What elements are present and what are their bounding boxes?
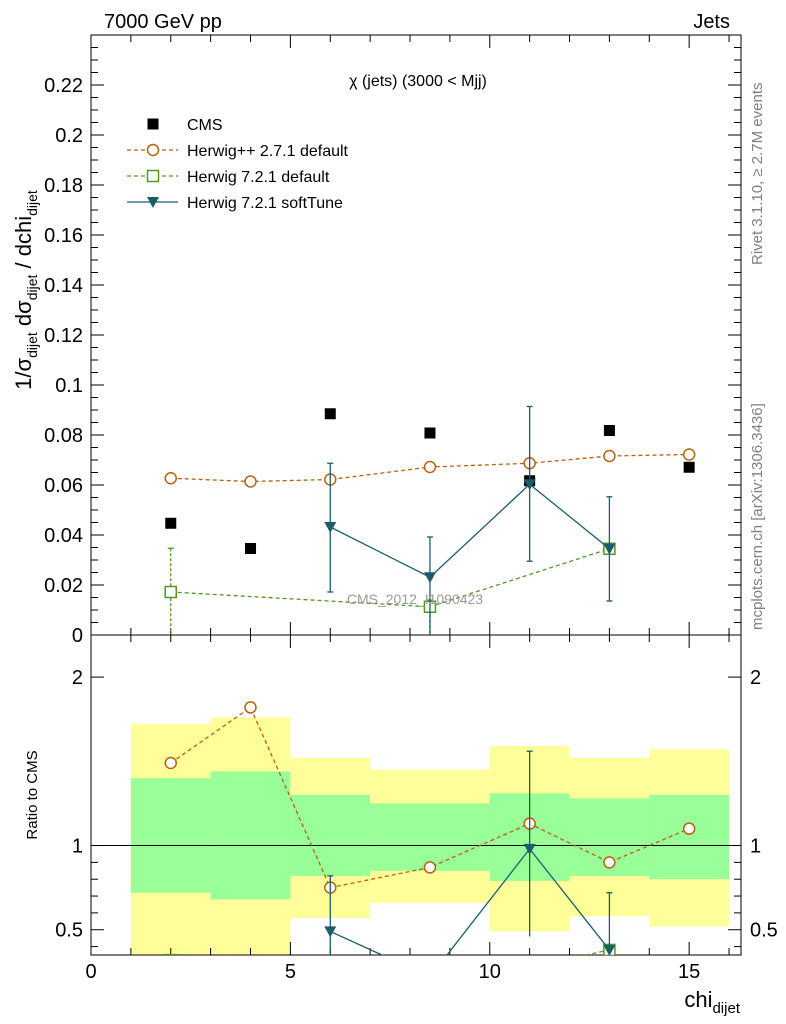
y-tick-label: 0.04 — [44, 525, 83, 547]
ratio-band-green-1 — [210, 771, 291, 900]
data-point-herwig-7-2-1-default — [164, 585, 178, 599]
legend-label-herwig-7-2-1-default: Herwig 7.2.1 default — [187, 169, 330, 186]
ratio-y-tick-label-right: 2 — [750, 667, 761, 689]
ratio-point-herwig-7-2-1-softtune — [603, 944, 616, 955]
x-axis-label-sub: dijet — [712, 1000, 740, 1017]
data-point-herwig-7-2-1-softtune — [523, 479, 536, 491]
ratio-band-green-2 — [290, 795, 371, 876]
y-tick-label: 0 — [72, 625, 83, 647]
watermark: CMS_2012_I1090423 — [347, 591, 483, 607]
data-point-herwig-2-7-1-default — [603, 449, 616, 463]
ratio-y-tick-label: 2 — [72, 667, 83, 689]
ratio-y-tick-label-right: 0.5 — [750, 920, 778, 942]
ratio-bands — [130, 717, 730, 955]
ratio-series — [164, 701, 696, 994]
y-tick-label: 0.12 — [44, 325, 83, 347]
legend-marker-cms — [147, 118, 159, 130]
ratio-band-green-6 — [649, 795, 730, 880]
y-axis-label-sub1: dijet — [24, 332, 40, 358]
ratio-point-herwig-2-7-1-default — [423, 861, 437, 874]
ratio-point-herwig-2-7-1-default — [682, 822, 696, 835]
y-tick-label: 0.18 — [44, 175, 83, 197]
data-point-herwig-7-2-1-softtune — [423, 572, 436, 584]
ratio-frame — [90, 634, 742, 956]
ratio-line-herwig-7-2-1-softtune — [329, 847, 610, 955]
data-point-cms — [324, 408, 336, 420]
header-right: Jets — [693, 11, 730, 33]
data-point-cms — [245, 543, 257, 554]
x-axis-label: chidijet — [684, 987, 740, 1017]
side-text-lower: mcplots.cern.ch [arXiv:1306.3436] — [749, 403, 766, 630]
legend-marker-herwig-7-2-1-softtune — [147, 197, 159, 208]
ratio-band-green-0 — [130, 778, 211, 893]
ratio-point-herwig-2-7-1-default — [603, 856, 616, 869]
data-point-herwig-7-2-1-softtune — [603, 543, 616, 555]
y-axis-label: 1/σdijet dσdijet / dchidijet — [11, 190, 40, 390]
side-text-upper: Rivet 3.1.10, ≥ 2.7M events — [749, 83, 766, 266]
ratio-point-herwig-7-2-1-softtune — [324, 926, 337, 938]
legend-marker-herwig-2-7-1-default — [146, 143, 160, 157]
ratio-plot: 0 5 10 15 0.5 0.5 1 1 2 2 — [55, 634, 778, 994]
ratio-y-tick-label-right: 1 — [750, 836, 761, 858]
legend-label-cms: CMS — [187, 117, 223, 134]
legend-marker-herwig-7-2-1-default — [146, 169, 160, 183]
data-point-cms — [165, 517, 177, 529]
y-tick-label: 0.22 — [44, 75, 83, 97]
data-point-herwig-7-2-1-softtune — [324, 522, 337, 533]
y-axis-label-part2: dσ — [11, 300, 36, 332]
x-tick-label: 0 — [85, 961, 96, 983]
ratio-point-herwig-2-7-1-default — [164, 756, 178, 770]
ratio-point-herwig-7-2-1-softtune — [523, 843, 536, 855]
ratio-point-herwig-2-7-1-default — [244, 701, 257, 714]
data-point-herwig-2-7-1-default — [682, 448, 696, 461]
ratio-y-tick-label: 1 — [72, 836, 83, 858]
data-point-cms — [603, 425, 615, 436]
y-tick-label: 0.1 — [55, 375, 83, 397]
ratio-y-label: Ratio to CMS — [24, 750, 41, 839]
data-point-cms — [683, 461, 695, 473]
y-axis-label-part3: / dchi — [11, 216, 36, 275]
legend-label-herwig-7-2-1-softtune: Herwig 7.2.1 softTune — [187, 195, 343, 212]
y-tick-label: 0.14 — [44, 275, 83, 297]
header-left: 7000 GeV pp — [104, 11, 222, 33]
y-tick-label: 0.2 — [55, 125, 83, 147]
ratio-band-green-3 — [370, 803, 490, 871]
data-point-herwig-2-7-1-default — [244, 475, 257, 488]
y-tick-label: 0.02 — [44, 575, 83, 597]
x-tick-label: 15 — [678, 961, 700, 983]
legend-label-herwig-2-7-1-default: Herwig++ 2.7.1 default — [187, 143, 349, 160]
ratio-point-herwig-7-2-1-default — [424, 983, 435, 994]
ratio-point-herwig-7-2-1-default — [164, 953, 178, 955]
ratio-y-tick-label: 0.5 — [55, 920, 83, 942]
x-tick-label: 10 — [479, 961, 501, 983]
y-axis-label-sub2: dijet — [24, 274, 40, 300]
x-axis-label-main: chi — [684, 987, 712, 1012]
legend: CMS Herwig++ 2.7.1 default Herwig 7.2.1 de… — [127, 117, 349, 212]
y-axis-label-part1: 1/σ — [11, 357, 36, 389]
y-tick-label: 0.16 — [44, 225, 83, 247]
main-plot: 0 0.02 0.04 0.06 0.08 0.1 0.12 0.14 0.16 0.18 0.2 0… — [44, 34, 742, 647]
y-axis-label-sub3: dijet — [24, 190, 40, 216]
ratio-point-herwig-7-2-1-softtune — [424, 972, 436, 983]
data-point-herwig-2-7-1-default — [164, 472, 178, 485]
y-tick-label: 0.06 — [44, 475, 83, 497]
main-series — [164, 405, 696, 635]
series-line-herwig-7-2-1-softtune — [329, 483, 610, 579]
data-point-herwig-2-7-1-default — [423, 460, 437, 474]
y-tick-label: 0.08 — [44, 425, 83, 447]
ratio-line-herwig-7-2-1-default — [582, 949, 610, 955]
chart-title: χ (jets) (3000 < Mjj) — [349, 73, 487, 90]
data-point-cms — [424, 427, 436, 439]
x-tick-label: 5 — [285, 961, 296, 983]
